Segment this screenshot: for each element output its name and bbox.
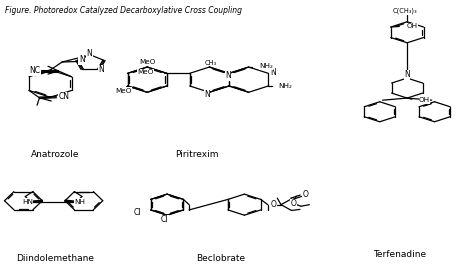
Text: Piritrexim: Piritrexim <box>175 150 219 159</box>
Text: O: O <box>271 200 277 209</box>
Text: Beclobrate: Beclobrate <box>196 254 245 263</box>
Text: C(CH₃)₃: C(CH₃)₃ <box>392 7 417 14</box>
Text: NH₂: NH₂ <box>259 64 273 69</box>
Text: MeO: MeO <box>137 69 154 75</box>
Text: OH: OH <box>419 97 430 103</box>
Text: N: N <box>98 65 104 74</box>
Text: N: N <box>204 90 210 99</box>
Text: N: N <box>87 49 92 58</box>
Text: CH₃: CH₃ <box>205 60 217 66</box>
Text: Cl: Cl <box>134 207 141 217</box>
Text: Figure. Photoredox Catalyzed Decarboxylative Cross Coupling: Figure. Photoredox Catalyzed Decarboxyla… <box>5 6 242 15</box>
Text: Cl: Cl <box>161 215 168 224</box>
Text: OH: OH <box>406 23 418 29</box>
Text: N: N <box>225 72 231 81</box>
Text: CN: CN <box>58 92 70 101</box>
Text: HN: HN <box>22 199 33 205</box>
Text: N: N <box>404 70 410 80</box>
Text: MeO: MeO <box>116 88 132 94</box>
Text: N: N <box>79 55 84 64</box>
Text: N: N <box>270 68 276 77</box>
Text: NH₂: NH₂ <box>279 83 292 90</box>
Text: Anatrozole: Anatrozole <box>31 150 79 159</box>
Text: NC: NC <box>29 66 40 75</box>
Text: O: O <box>291 199 297 208</box>
Text: Diindolemethane: Diindolemethane <box>16 254 94 263</box>
Text: O: O <box>303 190 309 199</box>
Text: MeO: MeO <box>139 59 155 65</box>
Text: Terfenadine: Terfenadine <box>374 250 427 259</box>
Text: NH: NH <box>74 199 86 205</box>
